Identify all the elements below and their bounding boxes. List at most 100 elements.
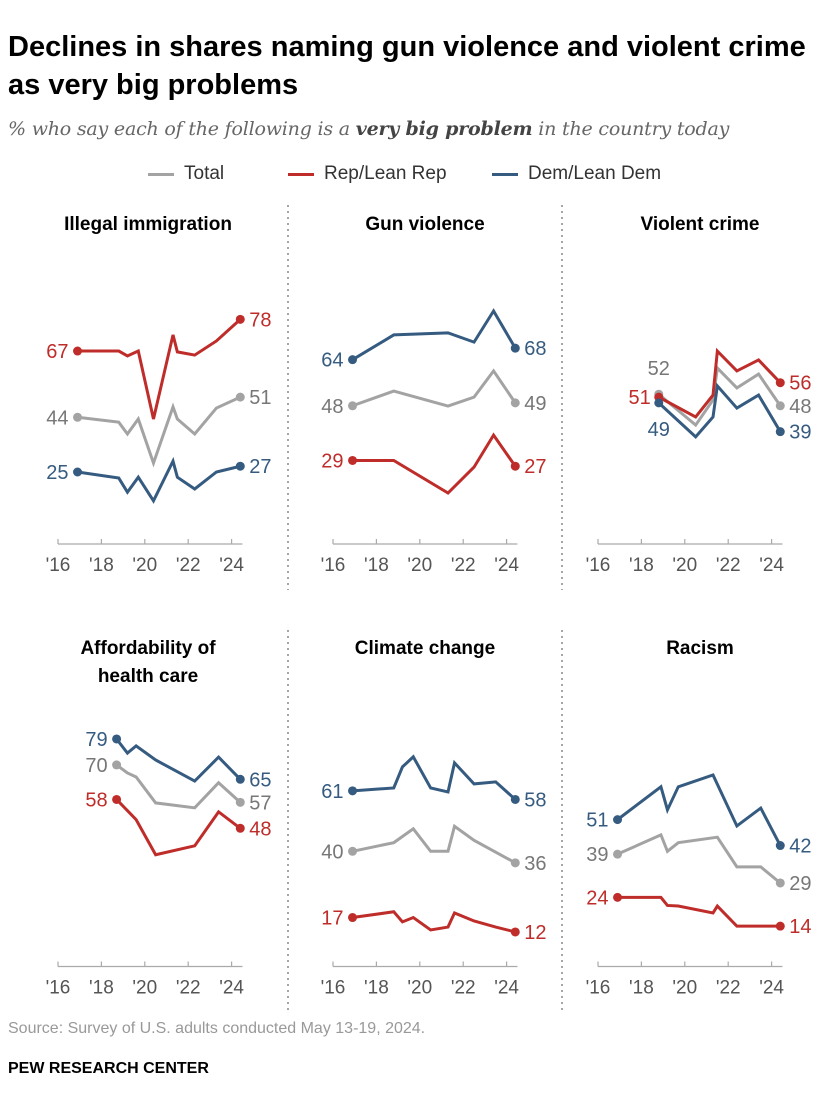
data-point xyxy=(112,794,122,804)
legend-item-total: Total xyxy=(148,163,224,185)
end-value-label: 58 xyxy=(524,789,546,811)
panel-title: Climate change xyxy=(354,638,496,659)
panel-title: Racism xyxy=(666,638,734,659)
legend-label: Total xyxy=(184,163,225,184)
x-tick-label: '22 xyxy=(176,978,201,999)
end-value-label: 36 xyxy=(524,853,546,875)
series-line xyxy=(115,763,242,810)
start-value-label: 39 xyxy=(586,844,608,866)
start-value-label: 52 xyxy=(648,358,670,380)
x-tick-label: '18 xyxy=(629,978,654,999)
data-point xyxy=(235,823,245,833)
data-point xyxy=(348,401,358,411)
data-point xyxy=(510,461,520,471)
legend-item-rep: Rep/Lean Rep xyxy=(288,163,447,185)
data-point xyxy=(348,846,358,856)
series-line xyxy=(77,318,242,420)
series-line xyxy=(616,832,782,885)
x-tick-label: '20 xyxy=(132,978,157,999)
data-point xyxy=(73,412,83,422)
data-point xyxy=(348,913,358,923)
start-value-label: 25 xyxy=(46,462,68,484)
series-line xyxy=(352,823,516,865)
start-value-label: 24 xyxy=(586,887,608,909)
panel-title: Violent crime xyxy=(640,214,760,235)
end-value-label: 56 xyxy=(789,373,811,395)
panel-title: Gun violence xyxy=(365,214,485,235)
x-tick-label: '24 xyxy=(759,555,784,576)
start-value-label: 61 xyxy=(321,781,343,803)
start-value-label: 58 xyxy=(85,789,107,811)
legend-label: Rep/Lean Rep xyxy=(324,163,447,184)
x-tick-label: '18 xyxy=(629,555,654,576)
series-line xyxy=(77,456,241,504)
data-point xyxy=(235,461,245,471)
start-value-label: 51 xyxy=(629,387,651,409)
data-point xyxy=(235,314,245,324)
x-tick-label: '18 xyxy=(364,978,389,999)
x-tick-label: '20 xyxy=(672,555,697,576)
series-line xyxy=(352,754,517,801)
subtitle-bold: very big problem xyxy=(355,118,533,140)
x-tick-label: '22 xyxy=(716,978,741,999)
data-point xyxy=(775,378,785,388)
series-line xyxy=(77,395,241,468)
x-tick-label: '18 xyxy=(89,555,114,576)
x-tick-label: '22 xyxy=(451,978,476,999)
x-tick-label: '16 xyxy=(46,978,71,999)
data-point xyxy=(775,878,785,888)
legend-swatch-total xyxy=(148,172,174,176)
end-value-label: 51 xyxy=(249,387,271,409)
x-tick-label: '20 xyxy=(407,555,432,576)
series-line xyxy=(617,895,781,928)
data-point xyxy=(510,794,520,804)
data-point xyxy=(775,841,785,851)
data-point xyxy=(613,849,623,859)
legend-swatch-rep xyxy=(288,172,314,176)
x-tick-label: '16 xyxy=(321,555,346,576)
source-note: Source: Survey of U.S. adults conducted … xyxy=(8,1020,426,1037)
start-value-label: 49 xyxy=(648,419,670,441)
x-tick-label: '18 xyxy=(89,978,114,999)
data-point xyxy=(613,892,623,902)
data-point xyxy=(775,427,785,437)
data-point xyxy=(112,734,122,744)
x-tick-label: '24 xyxy=(494,555,519,576)
x-tick-label: '16 xyxy=(586,555,611,576)
chart-subtitle: % who say each of the following is a ver… xyxy=(8,118,838,140)
end-value-label: 68 xyxy=(524,338,546,360)
end-value-label: 65 xyxy=(249,769,271,791)
series-line xyxy=(352,910,516,934)
subtitle-pre: % who say each of the following is a xyxy=(8,118,356,140)
subtitle-post: in the country today xyxy=(532,118,730,140)
data-point xyxy=(510,398,520,408)
x-tick-label: '22 xyxy=(176,555,201,576)
data-point xyxy=(235,774,245,784)
data-point xyxy=(510,343,520,353)
data-point xyxy=(348,786,358,796)
end-value-label: 14 xyxy=(789,916,811,938)
x-tick-label: '16 xyxy=(321,978,346,999)
start-value-label: 51 xyxy=(586,810,608,832)
series-line xyxy=(658,347,782,419)
data-point xyxy=(348,455,358,465)
data-point xyxy=(73,346,83,356)
end-value-label: 48 xyxy=(789,396,811,418)
x-tick-label: '16 xyxy=(586,978,611,999)
data-point xyxy=(348,355,358,365)
data-point xyxy=(235,392,245,402)
x-tick-label: '24 xyxy=(494,978,519,999)
series-line xyxy=(115,798,242,857)
series-line xyxy=(657,382,782,440)
end-value-label: 27 xyxy=(249,456,271,478)
panel-title: Illegal immigration xyxy=(64,214,232,235)
end-value-label: 29 xyxy=(789,873,811,895)
x-tick-label: '16 xyxy=(46,555,71,576)
start-value-label: 17 xyxy=(321,908,343,930)
chart-title: Declines in shares naming gun violence a… xyxy=(8,31,806,101)
start-value-label: 44 xyxy=(46,407,68,429)
data-point xyxy=(654,398,664,408)
end-value-label: 27 xyxy=(524,456,546,478)
end-value-label: 57 xyxy=(249,792,271,814)
